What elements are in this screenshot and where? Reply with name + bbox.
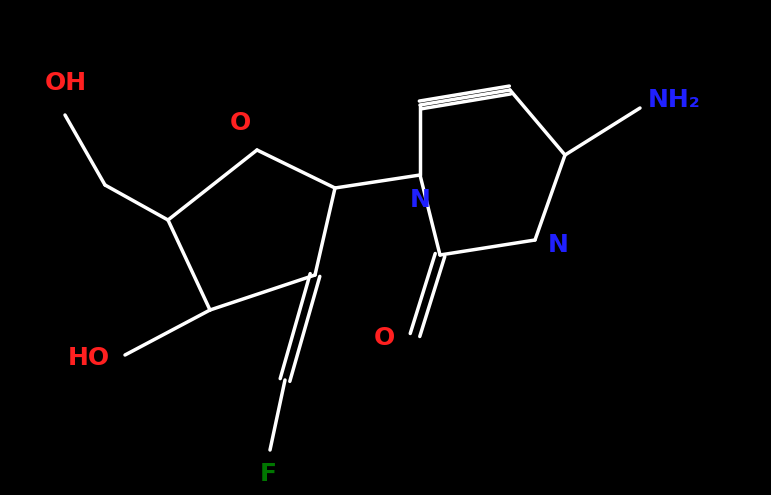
- Text: HO: HO: [68, 346, 110, 370]
- Text: O: O: [230, 111, 251, 135]
- Text: O: O: [374, 326, 395, 350]
- Text: F: F: [260, 462, 277, 486]
- Text: OH: OH: [45, 71, 87, 95]
- Text: N: N: [548, 233, 569, 257]
- Text: N: N: [409, 188, 430, 212]
- Text: NH₂: NH₂: [648, 88, 701, 112]
